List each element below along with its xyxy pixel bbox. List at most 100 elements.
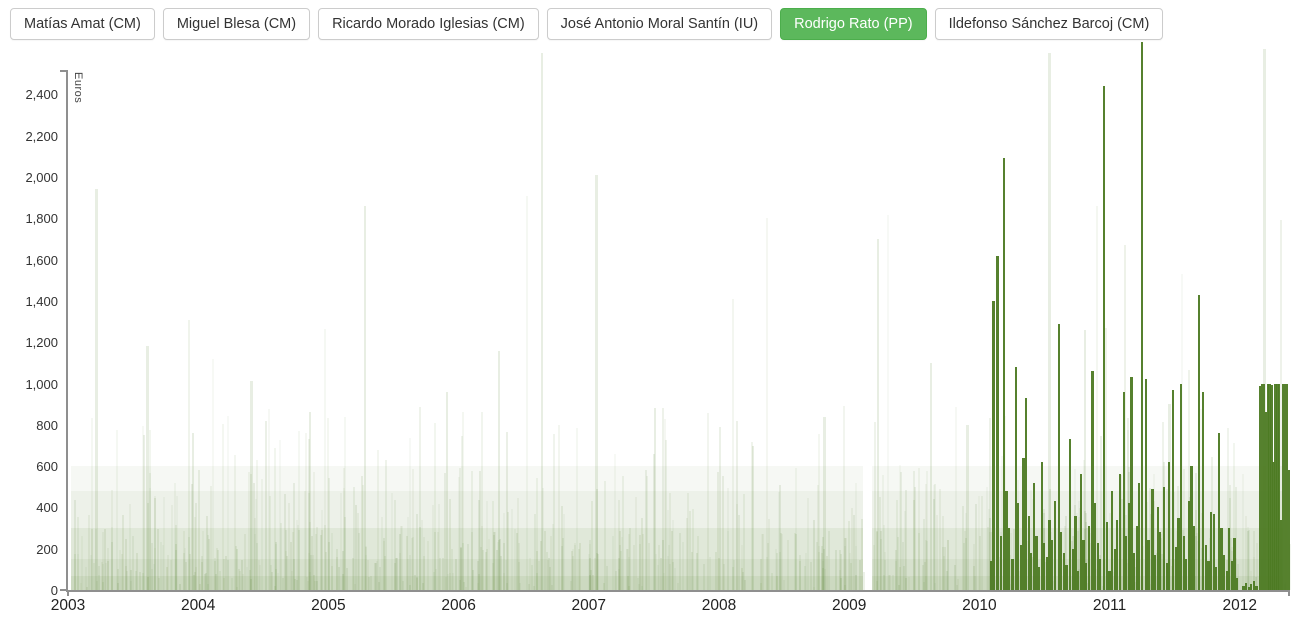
- background-expense-bar: [101, 531, 104, 590]
- background-expense-bar: [141, 573, 144, 590]
- background-expense-bar: [590, 501, 593, 590]
- expense-bar: [1043, 542, 1046, 590]
- background-expense-bar: [292, 532, 295, 590]
- background-expense-bar: [98, 574, 101, 590]
- background-expense-bar: [449, 573, 451, 590]
- background-expense-bar: [678, 533, 681, 590]
- expense-bar: [989, 561, 993, 590]
- x-tick-2004: 2004: [180, 597, 216, 614]
- background-expense-bar: [550, 536, 552, 590]
- background-expense-bar: [274, 585, 277, 590]
- expense-bar: [1091, 371, 1094, 590]
- background-expense-bar: [637, 578, 639, 590]
- background-expense-bar: [1085, 528, 1088, 590]
- background-expense-bar: [357, 512, 359, 590]
- background-expense-bar: [399, 526, 402, 590]
- background-expense-bar: [673, 567, 676, 590]
- background-expense-bar: [924, 484, 927, 590]
- background-expense-bar: [175, 496, 178, 590]
- background-expense-bar: [447, 574, 450, 590]
- background-expense-bar: [285, 556, 288, 590]
- x-tick-2007: 2007: [571, 597, 607, 614]
- background-expense-bar: [148, 429, 151, 590]
- background-expense-bar: [644, 469, 647, 590]
- background-expense-bar: [459, 579, 462, 590]
- background-expense-bar: [190, 483, 193, 590]
- background-expense-bar: [768, 519, 770, 590]
- background-expense-bar: [470, 471, 473, 590]
- background-expense-bar: [561, 546, 564, 590]
- background-expense-bar: [104, 528, 106, 590]
- background-spike-bar: [146, 346, 149, 590]
- expense-bar: [1172, 389, 1175, 590]
- expense-bar: [1215, 567, 1218, 590]
- background-expense-bar: [613, 453, 616, 590]
- background-expense-bar: [381, 516, 384, 590]
- background-expense-bar: [888, 574, 891, 590]
- background-expense-bar: [365, 554, 368, 590]
- background-expense-bar: [918, 468, 921, 590]
- background-expense-bar: [671, 520, 674, 590]
- background-expense-bar: [284, 530, 287, 590]
- cardholder-button-4[interactable]: Rodrigo Rato (PP): [780, 8, 927, 40]
- background-expense-bar: [80, 536, 83, 590]
- background-expense-bar: [882, 475, 885, 590]
- cardholder-button-5[interactable]: Ildefonso Sánchez Barcoj (CM): [934, 8, 1164, 40]
- background-expense-bar: [891, 575, 894, 590]
- background-expense-bar: [157, 529, 160, 590]
- background-spike-bar: [595, 174, 598, 590]
- expense-bar: [1030, 552, 1033, 590]
- background-expense-bar: [708, 556, 711, 590]
- expense-bar: [1051, 540, 1054, 590]
- background-expense-bar: [324, 329, 327, 590]
- background-expense-bar: [551, 524, 554, 590]
- background-expense-bar: [100, 562, 103, 590]
- background-expense-bar: [492, 501, 495, 590]
- background-expense-bar: [515, 533, 518, 590]
- background-expense-bar: [290, 542, 293, 590]
- background-expense-bar: [633, 545, 635, 590]
- background-expense-bar: [416, 577, 419, 590]
- expense-bar: [1233, 538, 1236, 590]
- background-expense-bar: [275, 568, 278, 590]
- chart-plot-area: [67, 42, 1291, 590]
- background-spike-bar: [876, 239, 879, 590]
- background-expense-bar: [104, 562, 107, 590]
- background-expense-bar: [578, 543, 581, 590]
- background-expense-bar: [463, 582, 466, 590]
- background-spike-bar: [823, 416, 826, 590]
- background-expense-bar: [478, 574, 481, 590]
- cardholder-button-1[interactable]: Miguel Blesa (CM): [162, 8, 311, 40]
- expense-bar: [1135, 526, 1138, 590]
- background-expense-bar: [760, 582, 763, 590]
- background-expense-bar: [736, 504, 739, 590]
- background-expense-bar: [741, 544, 744, 590]
- background-expense-bar: [217, 550, 219, 590]
- background-expense-bar: [165, 566, 168, 590]
- background-expense-bar: [988, 508, 991, 590]
- background-expense-bar: [798, 555, 801, 590]
- background-expense-bar: [194, 571, 197, 590]
- background-expense-bar: [827, 531, 830, 590]
- background-expense-bar: [204, 574, 207, 590]
- cardholder-button-2[interactable]: Ricardo Morado Iglesias (CM): [318, 8, 539, 40]
- expense-bar: [1250, 583, 1253, 590]
- background-expense-bar: [206, 516, 209, 590]
- background-expense-bar: [620, 537, 623, 590]
- background-expense-bar: [653, 453, 656, 590]
- background-expense-bar: [1150, 584, 1153, 590]
- background-expense-bar: [946, 540, 949, 590]
- background-expense-bar: [659, 557, 662, 590]
- background-expense-bar: [297, 430, 300, 590]
- background-expense-bar: [1082, 460, 1085, 590]
- background-expense-bar: [254, 533, 257, 590]
- background-expense-bar: [343, 417, 346, 590]
- background-expense-bar: [327, 417, 330, 590]
- expense-bar: [1062, 552, 1065, 590]
- cardholder-button-3[interactable]: José Antonio Moral Santín (IU): [546, 8, 773, 40]
- background-expense-bar: [839, 553, 842, 590]
- background-expense-bar: [904, 511, 907, 590]
- cardholder-button-0[interactable]: Matías Amat (CM): [10, 8, 155, 40]
- background-expense-bar: [691, 552, 694, 590]
- expense-bar: [1071, 548, 1075, 590]
